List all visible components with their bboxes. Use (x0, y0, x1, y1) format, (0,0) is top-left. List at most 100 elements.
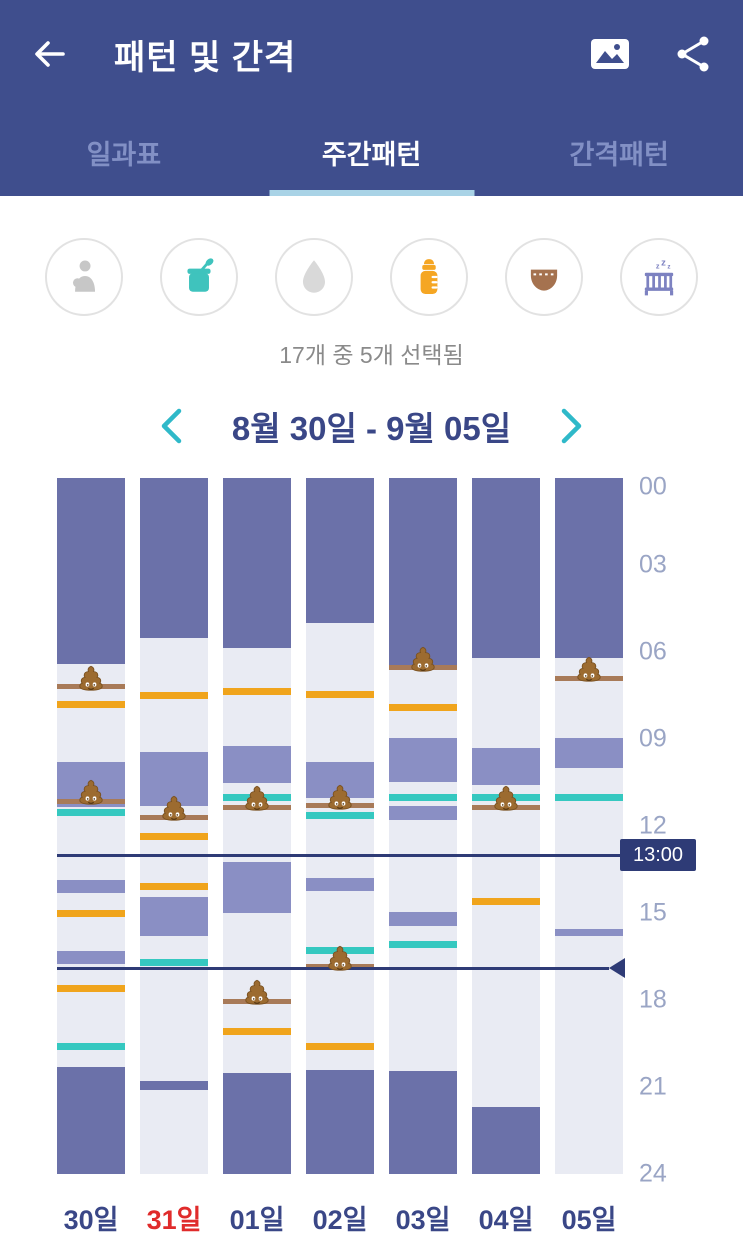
day-column-03일 (389, 478, 457, 1174)
chart-columns (57, 478, 743, 1174)
baby-food-bar (389, 793, 457, 801)
sleep-block (306, 762, 374, 799)
bottle-feed-bar (57, 700, 125, 708)
baby-food-bar (57, 809, 125, 817)
page-title: 패턴 및 간격 (114, 38, 297, 77)
baby-food-bar (306, 947, 374, 955)
date-range-label: 8월 30일 - 9월 05일 (231, 410, 512, 447)
baby-food-bar (140, 958, 208, 966)
bottle-feed-bar (472, 897, 540, 905)
diaper-bar (389, 665, 457, 671)
sleep-block (389, 1071, 457, 1174)
sleep-block (140, 478, 208, 638)
bottle-feed-bar (140, 883, 208, 891)
image-button[interactable] (587, 34, 633, 74)
sleep-block (223, 862, 291, 913)
axis-tick-label: 03 (639, 550, 667, 579)
tab-daily[interactable]: 일과표 (0, 108, 248, 196)
sleep-block (223, 1072, 291, 1174)
diaper-bar (223, 998, 291, 1004)
axis-tick-label: 12 (639, 811, 667, 840)
app-bar-actions (587, 34, 713, 74)
baby-food-icon (187, 258, 214, 292)
sleep-block (389, 911, 457, 927)
svg-text:z: z (661, 257, 666, 268)
breastfeeding-icon (72, 260, 96, 292)
day-label: 01일 (229, 1205, 285, 1235)
sleep-block (140, 752, 208, 806)
sleep-block (389, 737, 457, 783)
svg-text:z: z (656, 262, 660, 271)
tab-weekly[interactable]: 주간패턴 (248, 108, 496, 196)
sleep-block (306, 1069, 374, 1174)
filter-diaper[interactable] (505, 238, 583, 316)
axis-tick-label: 21 (639, 1072, 667, 1101)
diaper-bar (472, 804, 540, 810)
day-label: 05일 (561, 1205, 617, 1235)
day-label: 30일 (63, 1205, 119, 1235)
sleep-block (389, 805, 457, 821)
sleep-block (223, 746, 291, 783)
filter-bottle[interactable] (390, 238, 468, 316)
sleep-block (472, 1107, 540, 1174)
poop-icon (242, 978, 272, 1011)
sleep-block (472, 478, 540, 658)
sleep-block (57, 478, 125, 664)
bottle-feed-bar (57, 909, 125, 917)
day-labels: 30일 31일 01일 02일 03일 04일 05일 (57, 1198, 743, 1237)
day-label: 03일 (395, 1205, 451, 1235)
bottle-feed-bar (306, 690, 374, 698)
back-button[interactable] (30, 34, 70, 74)
bottle-feed-bar (223, 687, 291, 695)
prev-week-button[interactable] (158, 405, 184, 447)
date-nav: 8월 30일 - 9월 05일 (0, 402, 743, 450)
sleep-block (472, 747, 540, 786)
bottle-feed-bar (306, 1042, 374, 1050)
bottle-feed-bar (57, 984, 125, 992)
sleep-block (306, 878, 374, 892)
day-label: 02일 (312, 1205, 368, 1235)
sleep-block (223, 478, 291, 648)
axis-tick-label: 09 (639, 724, 667, 753)
diaper-icon (530, 269, 558, 291)
day-column-02일 (306, 478, 374, 1174)
sleep-block (555, 478, 623, 658)
weekly-pattern-chart: 00 03 06 09 12 15 18 21 24 13:00 (57, 473, 743, 1188)
time-marker-badge: 13:00 (620, 839, 696, 871)
filter-breastfeeding[interactable] (45, 238, 123, 316)
poop-icon (574, 655, 604, 688)
baby-food-bar (555, 793, 623, 801)
diaper-bar (57, 798, 125, 804)
sleep-block (555, 737, 623, 768)
bottle-feed-bar (140, 692, 208, 699)
next-week-button[interactable] (559, 405, 585, 447)
bottle-feed-bar (140, 832, 208, 840)
filter-baby-food[interactable] (160, 238, 238, 316)
sleep-block (57, 1066, 125, 1174)
time-marker-arrow (609, 958, 625, 979)
share-button[interactable] (673, 34, 713, 74)
selection-count: 17개 중 5개 선택됨 (279, 342, 464, 368)
poop-icon (491, 784, 521, 817)
diaper-bar (223, 804, 291, 810)
image-icon (591, 39, 629, 69)
day-column-04일 (472, 478, 540, 1174)
sleep-block (389, 478, 457, 667)
share-icon (677, 36, 709, 72)
water-drop-icon (302, 260, 326, 293)
sleep-block (555, 928, 623, 937)
sleep-block (57, 879, 125, 893)
diaper-bar (140, 814, 208, 820)
tab-interval[interactable]: 간격패턴 (495, 108, 743, 196)
baby-food-bar (306, 812, 374, 820)
sleep-block (57, 950, 125, 964)
app-bar: 패턴 및 간격 (0, 0, 743, 108)
poop-icon (242, 784, 272, 817)
svg-text:z: z (667, 264, 670, 271)
bottle-icon (420, 259, 438, 295)
filter-water[interactable] (275, 238, 353, 316)
bottle-feed-bar (223, 1028, 291, 1036)
sleep-block (140, 1081, 208, 1090)
